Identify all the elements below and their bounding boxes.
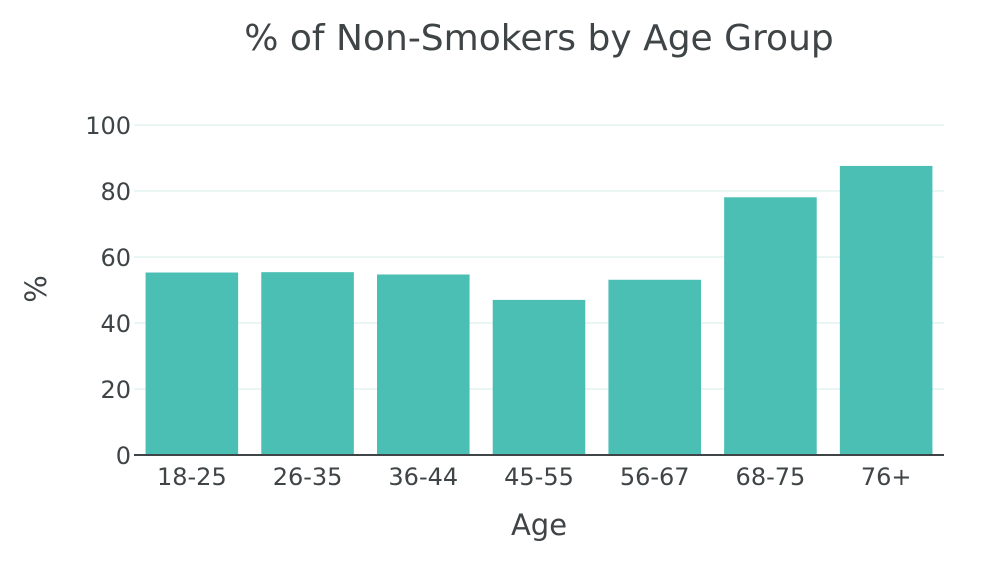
y-tick-label: 20 xyxy=(100,376,131,404)
x-tick-label: 45-55 xyxy=(504,463,574,491)
x-axis-ticks: 18-25 26-35 36-44 45-55 56-67 68-75 76+ xyxy=(157,463,911,491)
bar-76+[interactable] xyxy=(839,165,933,456)
bars xyxy=(145,165,933,456)
y-axis-title: % xyxy=(19,275,53,303)
bar-36-44[interactable] xyxy=(377,274,470,455)
bar-18-25[interactable] xyxy=(145,272,239,455)
y-tick-label: 60 xyxy=(100,244,131,272)
y-tick-label: 40 xyxy=(100,310,131,338)
x-axis-title: Age xyxy=(511,508,567,542)
y-tick-label: 0 xyxy=(116,442,131,470)
y-axis-ticks: 0 20 40 60 80 100 xyxy=(85,112,131,470)
x-tick-label: 26-35 xyxy=(273,463,343,491)
x-tick-label: 56-67 xyxy=(620,463,690,491)
y-tick-label: 100 xyxy=(85,112,131,140)
x-tick-label: 18-25 xyxy=(157,463,227,491)
bar-45-55[interactable] xyxy=(492,299,586,455)
y-tick-label: 80 xyxy=(100,178,131,206)
bar-56-67[interactable] xyxy=(608,279,701,455)
bar-26-35[interactable] xyxy=(261,272,354,455)
x-tick-label: 76+ xyxy=(861,463,912,491)
x-tick-label: 68-75 xyxy=(736,463,806,491)
bar-68-75[interactable] xyxy=(724,197,817,455)
x-tick-label: 36-44 xyxy=(388,463,458,491)
chart-title: % of Non-Smokers by Age Group xyxy=(244,18,833,59)
